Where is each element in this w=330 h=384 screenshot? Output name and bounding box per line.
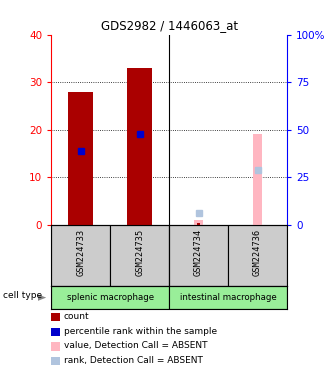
Bar bbox=[51, 225, 110, 286]
Bar bbox=[169, 286, 287, 309]
Text: GSM224734: GSM224734 bbox=[194, 228, 203, 276]
Bar bbox=[110, 225, 169, 286]
Bar bbox=[68, 92, 93, 225]
Bar bbox=[169, 225, 228, 286]
Text: count: count bbox=[64, 312, 89, 321]
Text: percentile rank within the sample: percentile rank within the sample bbox=[64, 327, 217, 336]
Bar bbox=[228, 225, 287, 286]
Bar bbox=[253, 134, 262, 225]
Bar bbox=[197, 223, 201, 225]
Polygon shape bbox=[38, 295, 46, 301]
Text: splenic macrophage: splenic macrophage bbox=[67, 293, 154, 302]
Text: rank, Detection Call = ABSENT: rank, Detection Call = ABSENT bbox=[64, 356, 203, 365]
Text: GSM224735: GSM224735 bbox=[135, 228, 144, 276]
Title: GDS2982 / 1446063_at: GDS2982 / 1446063_at bbox=[101, 19, 238, 32]
Text: GSM224733: GSM224733 bbox=[76, 228, 85, 276]
Bar bbox=[194, 220, 203, 225]
Text: intestinal macrophage: intestinal macrophage bbox=[180, 293, 277, 302]
Bar bbox=[51, 286, 169, 309]
Text: value, Detection Call = ABSENT: value, Detection Call = ABSENT bbox=[64, 341, 207, 351]
Bar bbox=[127, 68, 152, 225]
Text: GSM224736: GSM224736 bbox=[253, 228, 262, 276]
Text: cell type: cell type bbox=[3, 291, 43, 300]
